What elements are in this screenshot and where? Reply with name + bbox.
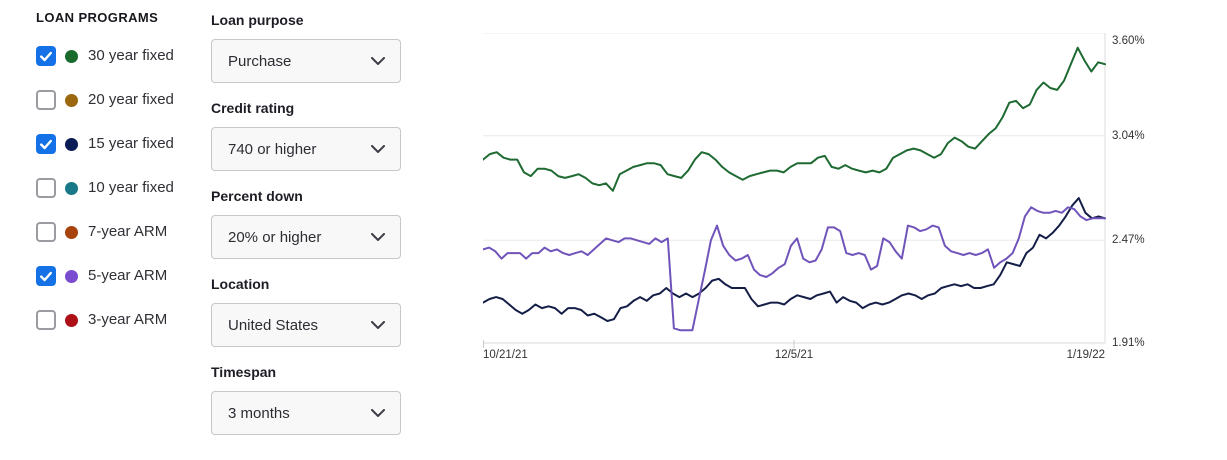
loan-program-label: 15 year fixed — [88, 135, 174, 152]
loan-program-row-15-year-fixed[interactable]: 15 year fixed — [36, 130, 206, 158]
x-axis-label-10-21-21: 10/21/21 — [483, 349, 528, 361]
checkmark-icon — [40, 51, 52, 62]
filter-selected-value: United States — [228, 316, 319, 334]
x-axis-label-12-5-21: 12/5/21 — [774, 349, 814, 361]
filter-dropdown-percent-down[interactable]: 20% or higher — [211, 215, 401, 259]
checkbox-unchecked-20-year-fixed[interactable] — [36, 90, 56, 110]
checkmark-icon — [40, 271, 52, 282]
loan-program-label: 20 year fixed — [88, 91, 174, 108]
chart-plot-area[interactable] — [483, 33, 1107, 349]
y-axis-label-3-60: 3.60% — [1112, 35, 1145, 47]
filter-group: Percent down 20% or higher — [211, 186, 401, 259]
loan-program-row-10-year-fixed[interactable]: 10 year fixed — [36, 174, 206, 202]
series-color-dot — [65, 313, 78, 327]
checkbox-unchecked-10-year-fixed[interactable] — [36, 178, 56, 198]
checkbox-unchecked-3-year-arm[interactable] — [36, 310, 56, 330]
checkbox-checked-15-year-fixed[interactable] — [36, 134, 56, 154]
series-color-dot — [65, 181, 78, 195]
rate-line-5-year-arm — [483, 206, 1106, 332]
chevron-down-icon — [371, 144, 385, 153]
filter-label: Timespan — [211, 364, 277, 380]
rate-line-15-year-fixed — [483, 197, 1106, 322]
series-color-dot — [65, 93, 78, 107]
rate-line-30-year-fixed — [483, 46, 1106, 192]
series-color-dot — [65, 49, 78, 63]
filter-label: Credit rating — [211, 100, 295, 116]
chevron-down-icon — [371, 232, 385, 241]
filter-selected-value: Purchase — [228, 52, 292, 70]
loan-program-row-3-year-arm[interactable]: 3-year ARM — [36, 306, 206, 334]
loan-programs-panel: LOAN PROGRAMS 30 year fixed 20 year fixe… — [36, 8, 206, 350]
y-axis-label-2-47: 2.47% — [1112, 234, 1145, 247]
filter-label: Loan purpose — [211, 12, 304, 28]
filter-label: Percent down — [211, 188, 303, 204]
filter-dropdown-timespan[interactable]: 3 months — [211, 391, 401, 435]
checkbox-checked-30-year-fixed[interactable] — [36, 46, 56, 66]
series-color-dot — [65, 225, 78, 239]
y-axis-label-1-91: 1.91% — [1112, 337, 1145, 349]
filter-dropdown-credit-rating[interactable]: 740 or higher — [211, 127, 401, 171]
y-axis-label-3-04: 3.04% — [1112, 129, 1145, 142]
filter-group: Loan purpose Purchase — [211, 10, 401, 83]
x-axis-label-1-19-22: 1/19/22 — [1066, 349, 1105, 361]
filter-dropdown-loan-purpose[interactable]: Purchase — [211, 39, 401, 83]
checkbox-unchecked-7-year-arm[interactable] — [36, 222, 56, 242]
loan-program-label: 3-year ARM — [88, 311, 168, 328]
loan-program-label: 30 year fixed — [88, 47, 174, 64]
filter-selected-value: 20% or higher — [228, 228, 322, 246]
loan-program-row-5-year-arm[interactable]: 5-year ARM — [36, 262, 206, 290]
series-color-dot — [65, 269, 78, 283]
loan-program-row-7-year-arm[interactable]: 7-year ARM — [36, 218, 206, 246]
loan-programs-title: LOAN PROGRAMS — [36, 10, 159, 25]
filter-selected-value: 3 months — [228, 404, 290, 422]
filter-label: Location — [211, 276, 270, 292]
loan-program-label: 5-year ARM — [88, 267, 168, 284]
filter-group: Timespan 3 months — [211, 362, 401, 435]
series-color-dot — [65, 137, 78, 151]
filter-dropdown-location[interactable]: United States — [211, 303, 401, 347]
chevron-down-icon — [371, 320, 385, 329]
chevron-down-icon — [371, 56, 385, 65]
loan-programs-list: 30 year fixed 20 year fixed 15 year fixe… — [36, 42, 206, 334]
filters-panel: Loan purpose Purchase Credit rating 740 … — [211, 10, 401, 450]
filter-group: Location United States — [211, 274, 401, 347]
loan-program-row-30-year-fixed[interactable]: 30 year fixed — [36, 42, 206, 70]
filter-group: Credit rating 740 or higher — [211, 98, 401, 171]
loan-program-row-20-year-fixed[interactable]: 20 year fixed — [36, 86, 206, 114]
checkbox-checked-5-year-arm[interactable] — [36, 266, 56, 286]
filter-selected-value: 740 or higher — [228, 140, 317, 158]
checkmark-icon — [40, 139, 52, 150]
chevron-down-icon — [371, 408, 385, 417]
loan-program-label: 10 year fixed — [88, 179, 174, 196]
loan-program-label: 7-year ARM — [88, 223, 168, 240]
